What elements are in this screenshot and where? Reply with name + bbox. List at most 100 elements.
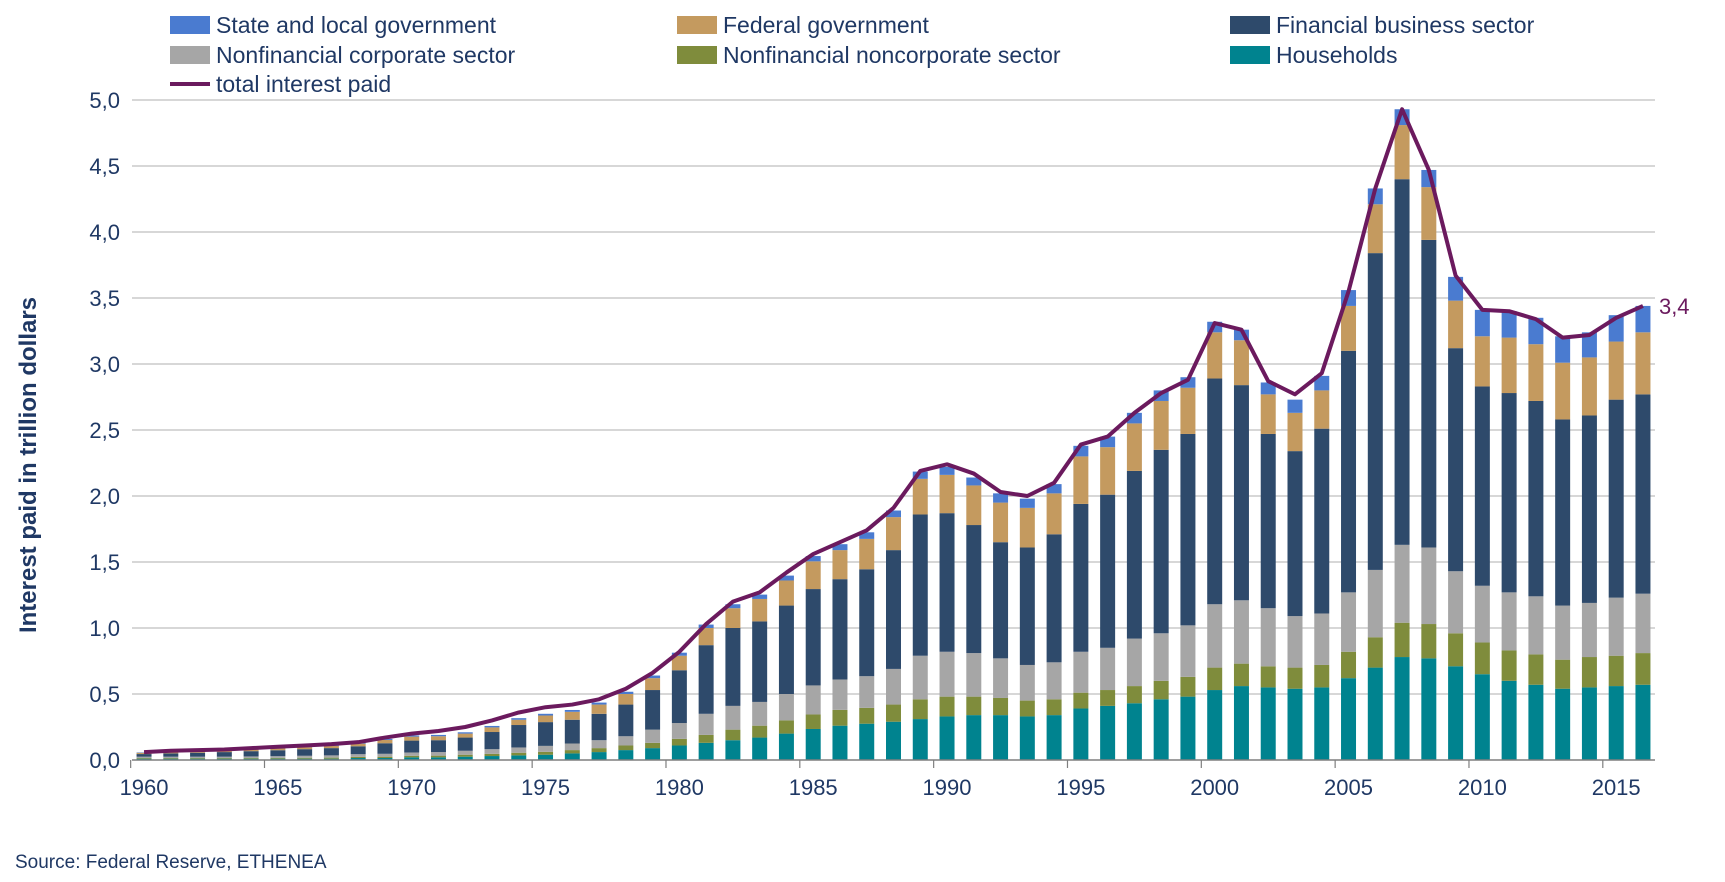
bar-segment xyxy=(1474,585,1490,643)
bar-segment xyxy=(297,749,313,756)
bar-segment xyxy=(1635,593,1651,654)
bar-segment xyxy=(1019,700,1035,717)
legend-swatch xyxy=(677,16,717,34)
bar-segment xyxy=(1207,604,1223,668)
bar-segment xyxy=(538,745,554,752)
bar-segment xyxy=(1474,336,1490,387)
bar-segment xyxy=(591,740,607,749)
bar-segment xyxy=(564,719,580,744)
legend-item: Federal government xyxy=(677,12,929,38)
bar-segment xyxy=(939,651,955,697)
bar-segment xyxy=(832,709,848,726)
bar-segment xyxy=(1608,655,1624,687)
bar-segment xyxy=(886,704,901,722)
bar-segment xyxy=(511,725,527,748)
bar-segment xyxy=(1073,503,1089,652)
bar-segment xyxy=(270,748,286,751)
bar-segment xyxy=(1046,699,1062,716)
bar-segment xyxy=(190,752,206,757)
bar-segment xyxy=(939,716,955,760)
bar-segment xyxy=(1046,534,1062,663)
bar-segment xyxy=(511,752,527,756)
bar-segment xyxy=(511,747,527,753)
bar-segment xyxy=(1153,633,1169,681)
bar-segment xyxy=(270,750,286,757)
bar-segment xyxy=(538,722,554,746)
bar-segment xyxy=(671,670,687,724)
bar-segment xyxy=(1233,663,1249,687)
bar-segment xyxy=(832,550,848,580)
bar-segment xyxy=(216,752,232,757)
bar-segment xyxy=(1046,662,1062,700)
x-tick-label: 2005 xyxy=(1324,775,1373,800)
bar-segment xyxy=(752,725,768,738)
bar-segment xyxy=(752,621,768,702)
bar-segment xyxy=(1287,399,1303,413)
x-tick-label: 2015 xyxy=(1592,775,1641,800)
y-tick-label: 1,5 xyxy=(89,550,120,575)
bar-segment xyxy=(377,758,393,760)
bar-segment xyxy=(270,756,286,758)
bar-segment xyxy=(1394,125,1410,180)
bar-segment xyxy=(671,655,687,671)
bar-segment xyxy=(1635,684,1651,760)
bar-segment xyxy=(1448,348,1464,572)
y-tick-label: 4,0 xyxy=(89,220,120,245)
bar-segment xyxy=(564,750,580,754)
bar-segment xyxy=(1019,507,1035,548)
bar-segment xyxy=(939,474,955,514)
legend-swatch xyxy=(170,16,210,34)
bar-segment xyxy=(1608,341,1624,400)
bar-segment xyxy=(216,756,232,759)
bar-segment xyxy=(1501,650,1517,681)
bar-segment xyxy=(1019,664,1035,701)
bar-segment xyxy=(323,745,339,749)
bar-segment xyxy=(778,694,794,721)
bar-segment xyxy=(323,755,339,758)
bar-segment xyxy=(805,589,821,686)
bar-segment xyxy=(993,502,1009,543)
bar-segment xyxy=(1314,687,1330,760)
bar-segment xyxy=(538,751,554,755)
bar-segment xyxy=(1019,498,1035,508)
bar-segment xyxy=(457,750,473,755)
bar-segment xyxy=(1180,676,1196,697)
bar-segment xyxy=(1046,715,1062,760)
bar-segment xyxy=(1180,433,1196,626)
bar-segment xyxy=(1207,690,1223,760)
bar-segment xyxy=(136,754,152,757)
bar-segment xyxy=(1126,470,1142,639)
bar-segment xyxy=(645,748,661,760)
bar-segment xyxy=(1555,362,1571,420)
bar-segment xyxy=(1555,688,1571,760)
bar-segment xyxy=(1341,651,1357,679)
bar-segment xyxy=(671,738,687,746)
bar-segment xyxy=(430,740,446,753)
bar-segment xyxy=(993,542,1009,659)
bar-segment xyxy=(1635,305,1651,333)
bar-segment xyxy=(1287,667,1303,689)
bar-segment xyxy=(511,718,527,720)
bar-segment xyxy=(323,748,339,756)
bar-segment xyxy=(1528,344,1544,401)
bar-segment xyxy=(1474,674,1490,760)
bar-segment xyxy=(698,742,714,760)
bar-segment xyxy=(1581,332,1597,358)
bar-segment xyxy=(912,514,928,656)
legend-label: Households xyxy=(1276,42,1397,68)
y-tick-label: 4,5 xyxy=(89,154,120,179)
bar-segment xyxy=(752,594,768,599)
legend-label: total interest paid xyxy=(216,71,391,97)
bar-segment xyxy=(725,729,741,741)
x-tick-label: 1975 xyxy=(521,775,570,800)
bar-segment xyxy=(591,704,607,714)
bar-segment xyxy=(832,679,848,710)
bar-segment xyxy=(832,544,848,551)
bar-segment xyxy=(859,707,875,724)
bar-segment xyxy=(484,749,500,754)
bar-segment xyxy=(1126,703,1142,760)
bar-segment xyxy=(216,758,232,759)
bar-segment xyxy=(1207,332,1223,379)
bar-segment xyxy=(1448,666,1464,760)
bar-segment xyxy=(404,752,420,756)
